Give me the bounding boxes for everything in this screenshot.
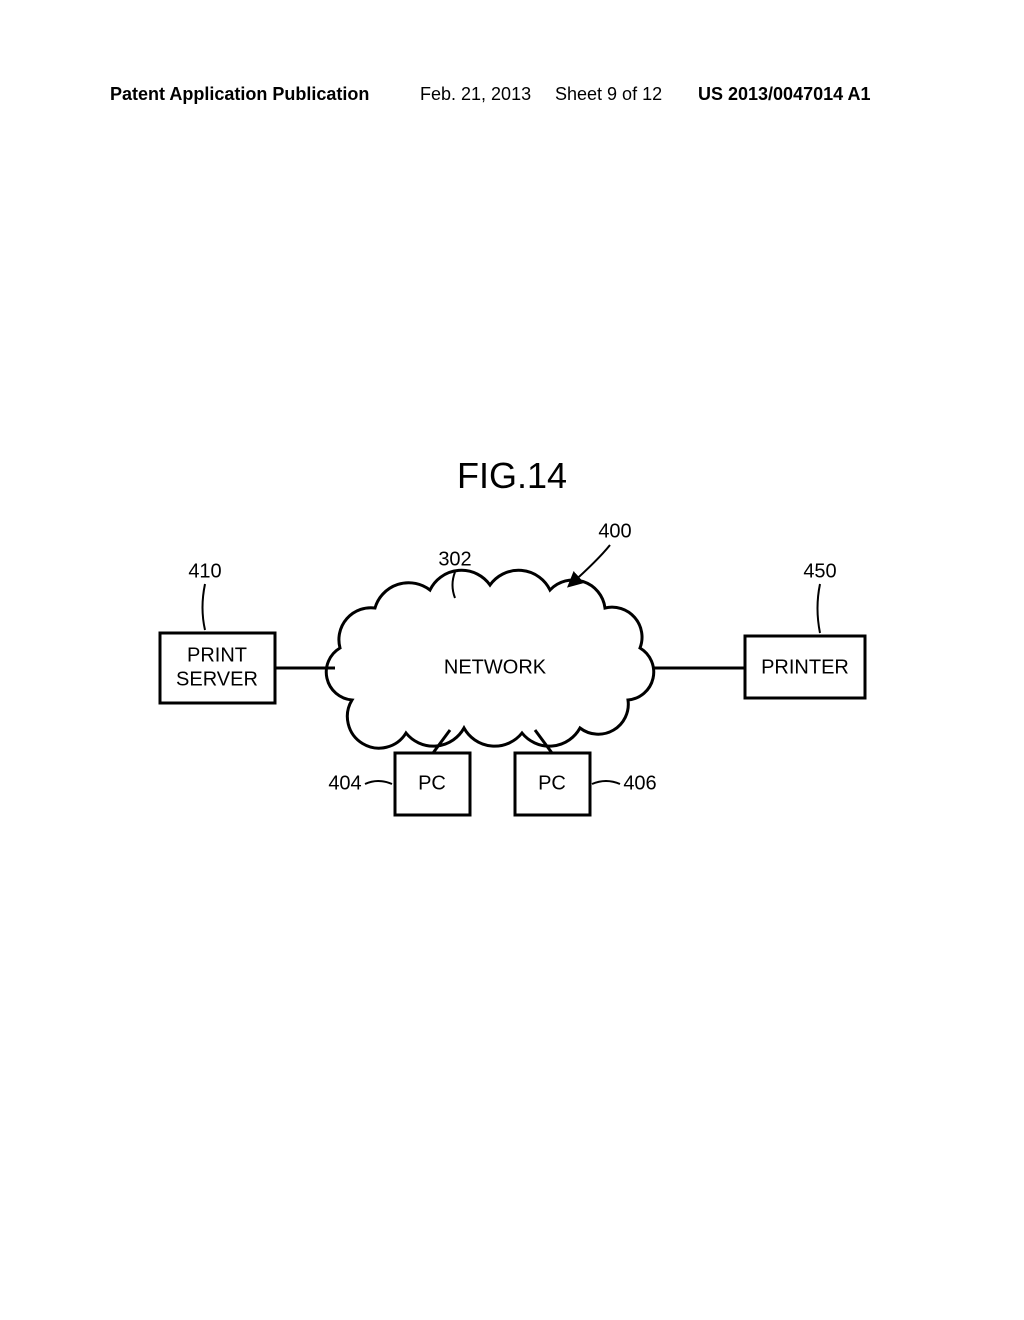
ref-404: 404 xyxy=(328,772,361,794)
ref-410: 410 xyxy=(188,560,221,582)
pc2-node: PC xyxy=(515,753,590,815)
pc1-label: PC xyxy=(418,772,446,794)
edge-network-pc2 xyxy=(535,730,552,753)
leader-410 xyxy=(203,584,206,630)
leader-404 xyxy=(365,781,392,784)
printer-node: PRINTER xyxy=(745,636,865,698)
leader-400-arrow xyxy=(570,545,610,585)
ref-450: 450 xyxy=(803,560,836,582)
figure-title: FIG.14 xyxy=(0,455,1024,497)
ref-302: 302 xyxy=(438,548,471,570)
print-server-node: PRINT SERVER xyxy=(160,633,275,703)
leader-406 xyxy=(592,781,620,784)
pc2-label: PC xyxy=(538,772,566,794)
header-sheet: Sheet 9 of 12 xyxy=(555,84,662,105)
network-label: NETWORK xyxy=(444,656,547,678)
ref-406: 406 xyxy=(623,772,656,794)
leader-450 xyxy=(818,584,821,633)
header-date: Feb. 21, 2013 xyxy=(420,84,531,105)
page: Patent Application Publication Feb. 21, … xyxy=(0,0,1024,1320)
print-server-label-2: SERVER xyxy=(176,668,258,690)
header-docnum: US 2013/0047014 A1 xyxy=(698,84,870,105)
leader-302 xyxy=(453,572,456,598)
printer-label: PRINTER xyxy=(761,656,849,678)
print-server-label-1: PRINT xyxy=(187,644,247,666)
edge-network-pc1 xyxy=(433,730,450,753)
pc1-node: PC xyxy=(395,753,470,815)
ref-400: 400 xyxy=(598,520,631,542)
network-diagram: NETWORK PRINT SERVER PRINTER PC PC xyxy=(120,520,904,900)
network-cloud: NETWORK xyxy=(326,570,653,748)
header-publication: Patent Application Publication xyxy=(110,84,369,105)
